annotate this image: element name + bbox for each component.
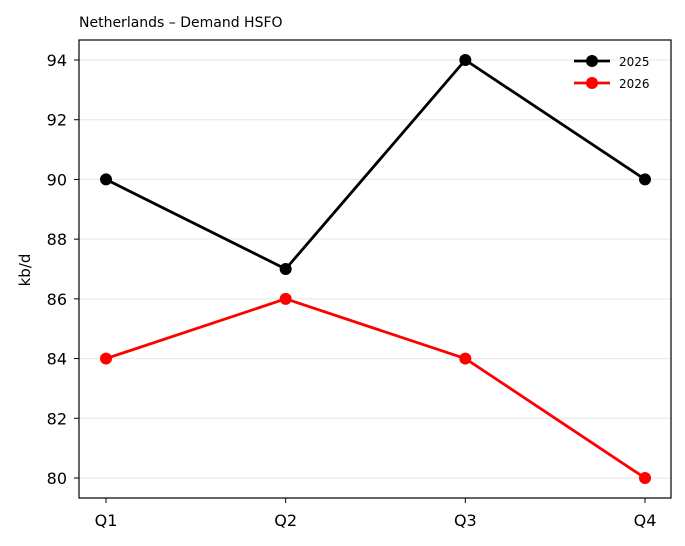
- y-tick-label: 92: [47, 111, 67, 130]
- series-layer: [100, 54, 651, 484]
- y-tick-label: 82: [47, 409, 67, 428]
- data-point-2025: [100, 173, 112, 186]
- legend-label: 2025: [619, 55, 650, 69]
- y-tick-label: 88: [47, 230, 67, 249]
- axes: 80 82 84 86 88 90 92 94 Q1 Q2 Q3 Q4: [47, 51, 657, 530]
- legend-label: 2026: [619, 77, 650, 91]
- plot-frame: [78, 39, 672, 499]
- x-tick-label: Q1: [95, 511, 118, 530]
- series-line-2026: [105, 297, 646, 480]
- data-point-2025: [279, 263, 292, 275]
- data-point-2025: [639, 173, 651, 186]
- x-tick-label: Q4: [634, 511, 657, 530]
- data-point-2025: [459, 54, 472, 67]
- data-point-2026: [100, 352, 112, 365]
- y-tick-label: 80: [47, 469, 67, 488]
- data-point-2026: [279, 292, 292, 305]
- legend: 2025 2026: [574, 55, 650, 91]
- y-tick-label: 94: [47, 51, 67, 70]
- y-tick-label: 90: [47, 170, 67, 189]
- y-axis-label: kb/d: [16, 254, 34, 287]
- legend-swatch-marker: [586, 77, 598, 89]
- data-point-2026: [459, 352, 472, 365]
- data-point-2026: [639, 471, 651, 484]
- legend-swatch-marker: [586, 55, 598, 67]
- x-tick-label: Q2: [274, 511, 297, 530]
- gridlines: [79, 59, 671, 479]
- series-line-2025: [105, 58, 646, 271]
- x-tick-label: Q3: [454, 511, 477, 530]
- y-tick-label: 84: [47, 350, 67, 369]
- y-tick-label: 86: [47, 290, 67, 309]
- chart-title: Netherlands – Demand HSFO: [79, 15, 283, 31]
